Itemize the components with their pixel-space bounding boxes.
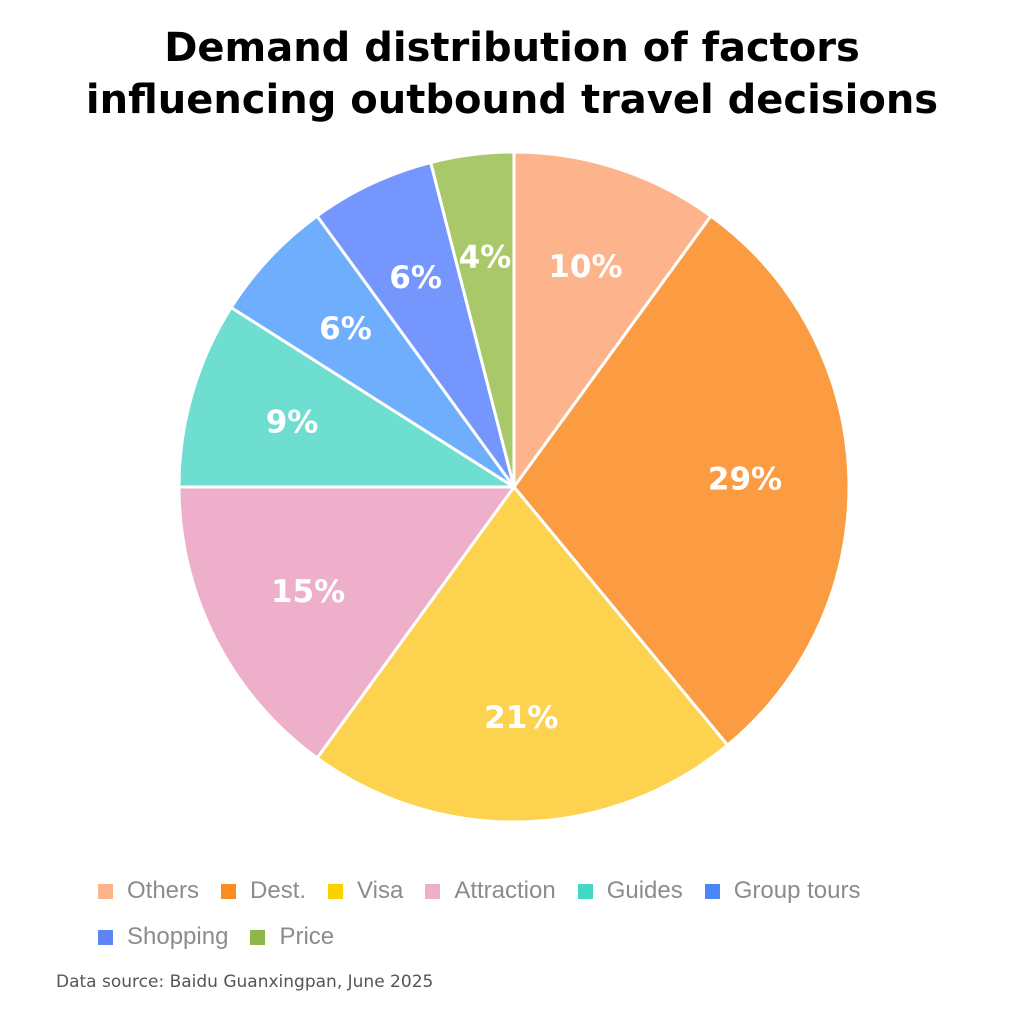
pie-slice-visa [315,485,730,824]
legend-swatch [221,883,237,899]
legend-item-shopping[interactable]: Shopping [98,923,228,951]
pie-slice-others [512,150,713,489]
slice-label-group-tours: 6% [319,311,372,347]
slice-label-attraction: 15% [271,574,345,610]
legend-item-price[interactable]: Price [250,923,334,951]
slice-label-shopping: 6% [389,260,442,296]
pie-slice-price [429,150,516,489]
legend-item-others[interactable]: Others [98,877,199,905]
legend-swatch [250,929,266,945]
data-source-note: Data source: Baidu Guanxingpan, June 202… [56,972,434,992]
legend-swatch [328,883,344,899]
pie-slice-shopping [315,161,516,489]
legend-label: Dest. [250,877,307,904]
legend-swatch [98,929,113,945]
legend-label: Shopping [127,923,229,950]
legend-label: Visa [357,877,404,904]
legend-item-guides[interactable]: Guides [577,877,683,905]
chart-title-line-2: influencing outbound travel decisions [85,77,939,123]
chart-title-line-1: Demand distribution of factors [164,25,860,71]
slice-label-others: 10% [548,249,622,285]
legend-swatch [704,883,720,899]
slice-label-price: 4% [459,240,512,276]
legend-item-group-tours[interactable]: Group tours [704,877,861,905]
chart-title: Demand distribution of factors influenci… [0,22,1024,126]
slice-label-guides: 9% [266,405,319,441]
legend-item-attraction[interactable]: Attraction [425,877,556,905]
pie-slice-attraction [177,485,516,760]
legend-row: Others Dest. Visa Attraction Guides Group tou… [98,868,998,914]
slice-label-visa: 21% [484,700,558,736]
legend-row: Shopping Price [98,914,998,960]
legend-label: Others [127,877,200,904]
legend-item-visa[interactable]: Visa [328,877,403,905]
chart-legend: Others Dest. Visa Attraction Guides Group tou… [98,868,998,960]
pie-slice-dest [512,214,851,747]
slice-label-dest: 29% [708,462,782,498]
legend-swatch [425,883,441,899]
legend-item-dest[interactable]: Dest. [221,877,306,905]
legend-label: Attraction [454,877,556,904]
legend-swatch [577,883,593,899]
legend-label: Group tours [733,877,861,904]
legend-swatch [98,883,113,899]
pie-slice-guides [177,305,516,489]
legend-label: Guides [606,877,683,904]
legend-label: Price [279,923,335,950]
pie-slice-group-tours [229,214,516,489]
